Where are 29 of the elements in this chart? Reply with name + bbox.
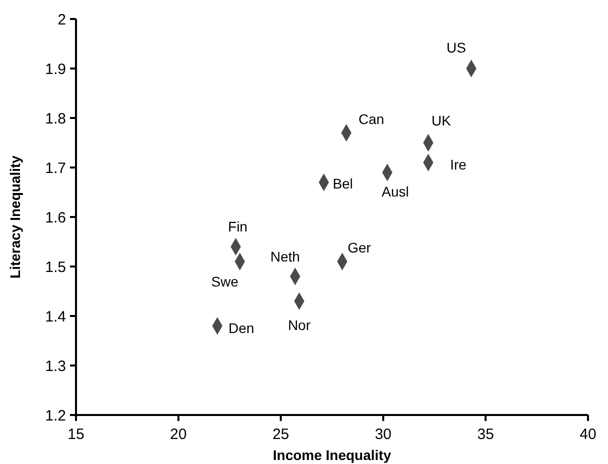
annotation: Swe: [211, 273, 239, 290]
x-tick-label: 40: [580, 426, 596, 443]
y-tick-label: 1.6: [45, 209, 66, 226]
annotation: Bel: [332, 175, 353, 192]
annotation: Can: [358, 110, 384, 127]
annotation: Ire: [450, 156, 467, 172]
y-tick-label: 1.7: [45, 160, 66, 177]
annotation: Den: [228, 320, 254, 336]
annotation: Neth: [270, 248, 300, 264]
y-tick-label: 1.2: [45, 407, 66, 424]
y-axis-title: Literacy Inequality: [7, 155, 23, 278]
annotation: Fin: [228, 218, 248, 235]
x-tick-label: 35: [477, 426, 494, 443]
annotation: UK: [432, 112, 452, 129]
y-tick-label: 1.3: [45, 358, 66, 375]
x-tick-label: 15: [68, 426, 84, 443]
x-tick-label: 30: [374, 426, 392, 443]
y-tick-label: 1.4: [45, 308, 66, 326]
x-tick-label: 20: [170, 426, 187, 443]
x-axis-title: Income Inequality: [272, 447, 392, 463]
annotation: Ger: [348, 239, 372, 256]
annotation: Ausl: [382, 183, 409, 200]
y-tick-label: 2: [58, 11, 66, 28]
y-tick-label: 1.5: [45, 258, 66, 276]
x-tick-label: 25: [272, 426, 290, 443]
annotation: US: [446, 39, 466, 56]
annotation: Nor: [288, 317, 311, 334]
y-tick-label: 1.8: [45, 110, 66, 128]
y-tick-label: 1.9: [45, 60, 66, 78]
